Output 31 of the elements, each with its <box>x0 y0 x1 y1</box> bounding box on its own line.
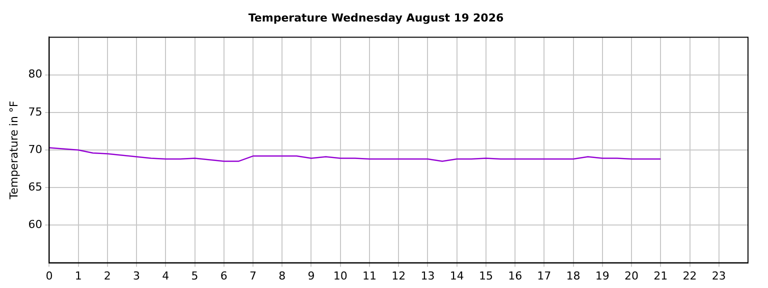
x-tick-label: 10 <box>333 269 348 282</box>
y-tick-label: 80 <box>28 68 42 81</box>
x-tick-label: 3 <box>133 269 140 282</box>
x-tick-label: 2 <box>104 269 111 282</box>
y-tick-label: 70 <box>28 142 42 156</box>
y-tick-label: 75 <box>28 105 42 118</box>
x-tick-label: 0 <box>46 269 53 282</box>
y-axis-title: Temperature in °F <box>7 100 20 200</box>
x-tick-label: 19 <box>595 269 610 282</box>
x-tick-label: 14 <box>450 269 464 282</box>
x-tick-label: 12 <box>392 269 406 282</box>
x-tick-label: 16 <box>508 269 522 282</box>
x-tick-label: 23 <box>712 269 726 282</box>
x-tick-label: 15 <box>478 269 493 282</box>
x-tick-label: 20 <box>624 269 639 282</box>
x-tick-label: 9 <box>308 269 315 282</box>
x-tick-label: 5 <box>191 269 198 282</box>
chart-title: Temperature Wednesday August 19 2026 <box>248 11 504 24</box>
x-tick-label: 17 <box>537 269 552 282</box>
x-tick-label: 21 <box>654 269 668 282</box>
x-tick-label: 6 <box>220 269 228 282</box>
x-tick-label: 7 <box>250 269 257 282</box>
y-tick-label: 60 <box>28 218 42 232</box>
y-tick-label: 65 <box>28 180 42 194</box>
x-tick-label: 11 <box>362 269 376 282</box>
x-tick-label: 1 <box>74 269 82 282</box>
x-tick-label: 18 <box>566 269 580 282</box>
x-tick-label: 4 <box>162 269 170 282</box>
x-tick-label: 8 <box>278 269 286 282</box>
x-tick-label: 13 <box>420 269 435 282</box>
x-tick-label: 22 <box>682 269 697 282</box>
